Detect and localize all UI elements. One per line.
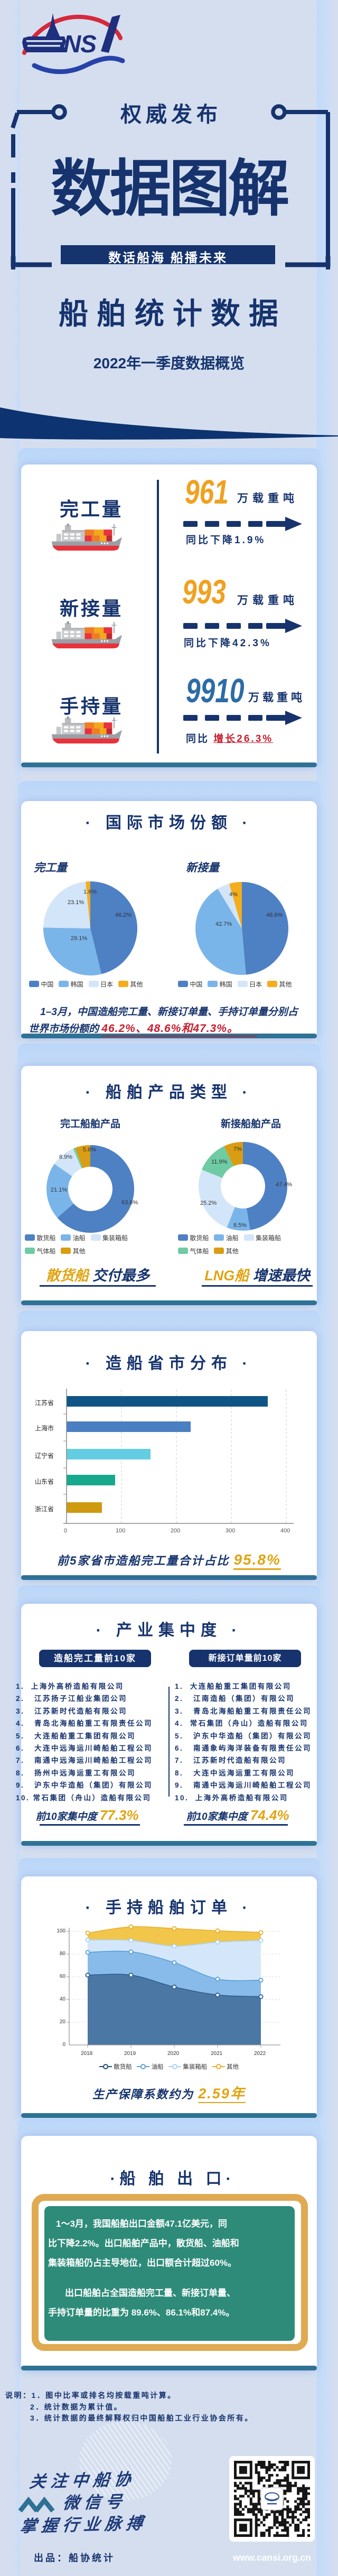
svg-text:NS: NS — [63, 30, 97, 58]
